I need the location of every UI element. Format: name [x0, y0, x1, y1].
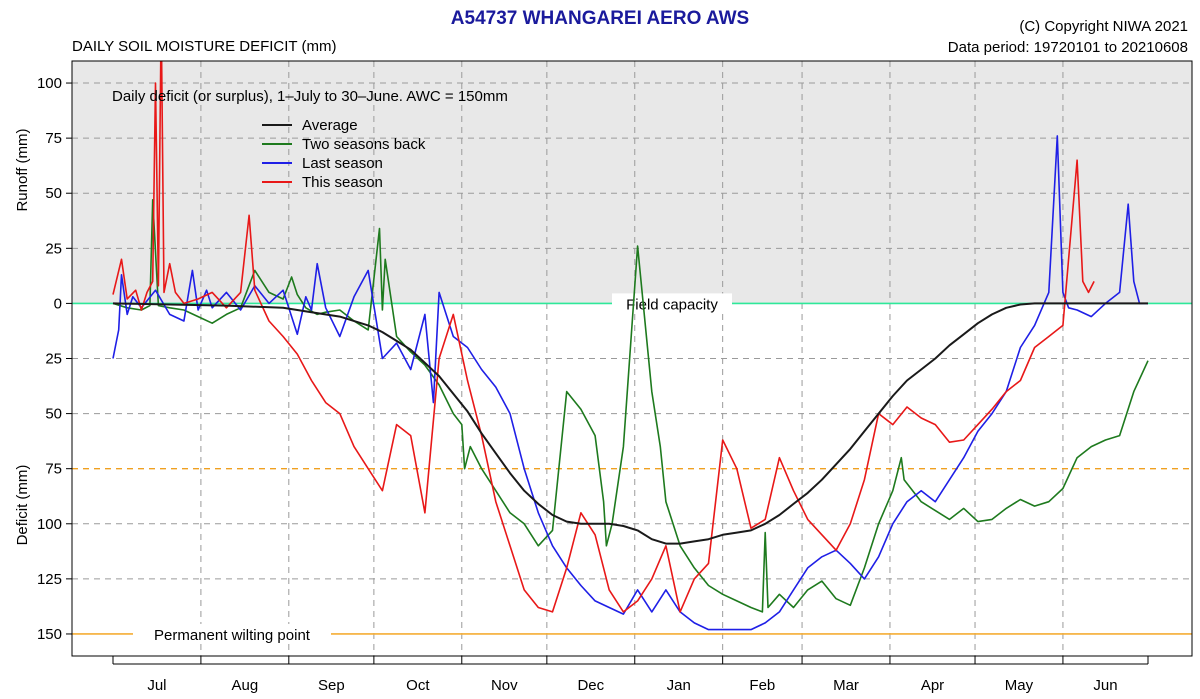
- legend-label-last-season: Last season: [302, 155, 383, 172]
- x-tick-label: Apr: [921, 677, 944, 694]
- legend: Average Two seasons back Last season This s…: [262, 117, 426, 191]
- x-tick-label: Jun: [1093, 677, 1117, 694]
- copyright-text: (C) Copyright NIWA 2021: [1019, 18, 1188, 35]
- runoff-region: [72, 61, 1192, 303]
- series-line-average: [112, 302, 1148, 545]
- x-tick-label: Dec: [577, 677, 604, 694]
- legend-label-average: Average: [302, 117, 358, 134]
- x-tick-label: Sep: [318, 677, 345, 694]
- grid: [72, 61, 1192, 656]
- annotation-text: Daily deficit (or surplus), 1–July to 30…: [112, 88, 508, 105]
- y-tick-label: 75: [45, 130, 62, 147]
- x-axis: Jul Aug Sep Oct Nov Dec Jan Feb Mar Apr May Jun: [112, 656, 1149, 694]
- series-lines: [112, 61, 1149, 631]
- y-tick-label: 125: [37, 571, 62, 588]
- reference-lines: Field capacity Permanent wilting point: [72, 293, 1192, 644]
- y-tick-label: 150: [37, 626, 62, 643]
- series-line-this-season: [112, 61, 1095, 613]
- y-label-runoff: Runoff (mm): [14, 128, 31, 211]
- legend-label-this-season: This season: [302, 174, 383, 191]
- x-tick-label: Oct: [406, 677, 430, 694]
- x-tick-label: Nov: [491, 677, 518, 694]
- x-tick-label: Aug: [232, 677, 259, 694]
- x-tick-label: Mar: [833, 677, 859, 694]
- x-tick-label: May: [1005, 677, 1034, 694]
- field-capacity-label: Field capacity: [626, 296, 718, 313]
- y-tick-label: 100: [37, 516, 62, 533]
- y-tick-label: 100: [37, 75, 62, 92]
- chart-title: A54737 WHANGAREI AERO AWS: [450, 8, 750, 29]
- data-period-text: Data period: 19720101 to 20210608: [947, 39, 1188, 56]
- x-tick-label: Feb: [749, 677, 775, 694]
- y-label-deficit: Deficit (mm): [14, 465, 31, 546]
- legend-label-two-seasons-back: Two seasons back: [302, 136, 426, 153]
- chart-subtitle: DAILY SOIL MOISTURE DEFICIT (mm): [72, 38, 337, 55]
- y-tick-label: 75: [45, 461, 62, 478]
- wilting-point-label-bg: [133, 623, 331, 644]
- y-tick-label: 0: [54, 295, 62, 312]
- wilting-point-label: Permanent wilting point: [154, 627, 311, 644]
- y-tick-label: 25: [45, 240, 62, 257]
- y-tick-label: 25: [45, 351, 62, 368]
- x-tick-label: Jan: [667, 677, 691, 694]
- x-tick-label: Jul: [147, 677, 166, 694]
- y-axis: 100 75 50 25 0 25 50 75 100 125 150: [37, 75, 72, 643]
- y-tick-label: 50: [45, 406, 62, 423]
- y-tick-label: 50: [45, 185, 62, 202]
